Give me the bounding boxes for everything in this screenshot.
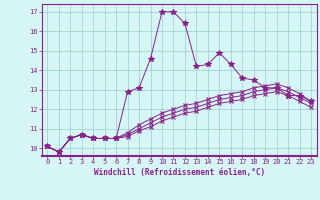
X-axis label: Windchill (Refroidissement éolien,°C): Windchill (Refroidissement éolien,°C)	[94, 168, 265, 177]
